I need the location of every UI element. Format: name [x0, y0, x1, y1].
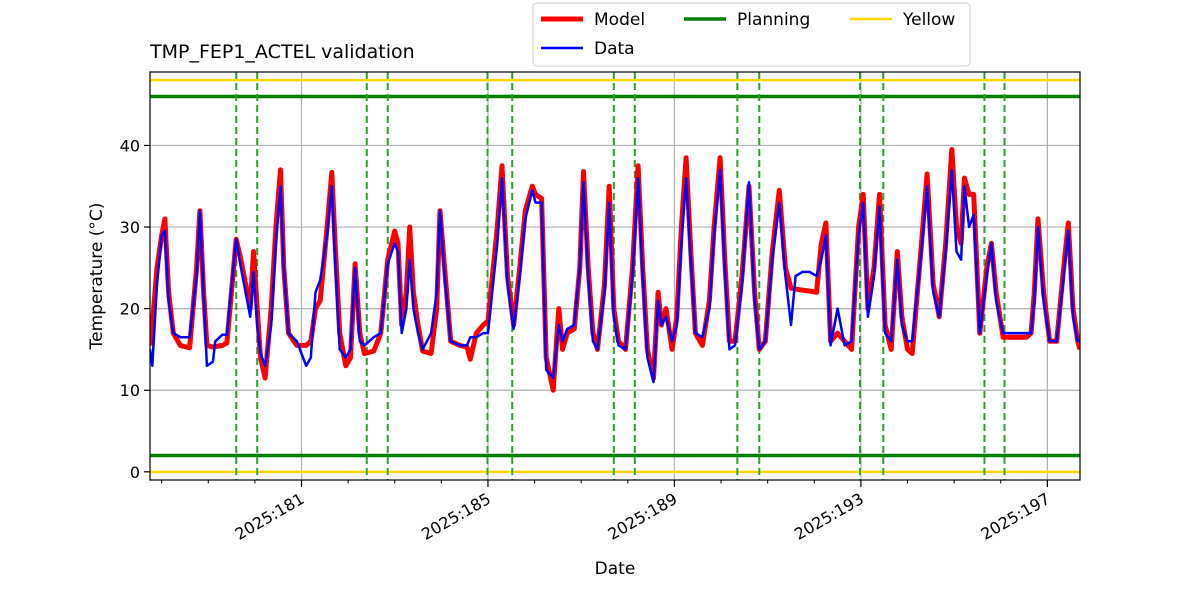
- plot-frame: [149, 71, 1081, 481]
- y-tick-label: 20: [120, 300, 140, 319]
- legend-label-planning: Planning: [737, 10, 810, 30]
- chart-title: TMP_FEP1_ACTEL validation: [149, 41, 415, 63]
- y-axis-label: Temperature (°C): [87, 203, 107, 351]
- x-axis-label: Date: [595, 559, 636, 579]
- y-tick-label: 40: [120, 136, 140, 155]
- legend-label-model: Model: [594, 10, 645, 30]
- series-line-data: [150, 168, 1080, 384]
- legend-label-data: Data: [594, 39, 635, 59]
- legend: Model Data Planning Yellow: [532, 2, 971, 67]
- y-tick-label: 10: [120, 381, 140, 400]
- y-tick-label: 0: [130, 463, 140, 482]
- y-tick-label: 30: [120, 218, 140, 237]
- legend-label-yellow: Yellow: [902, 10, 955, 30]
